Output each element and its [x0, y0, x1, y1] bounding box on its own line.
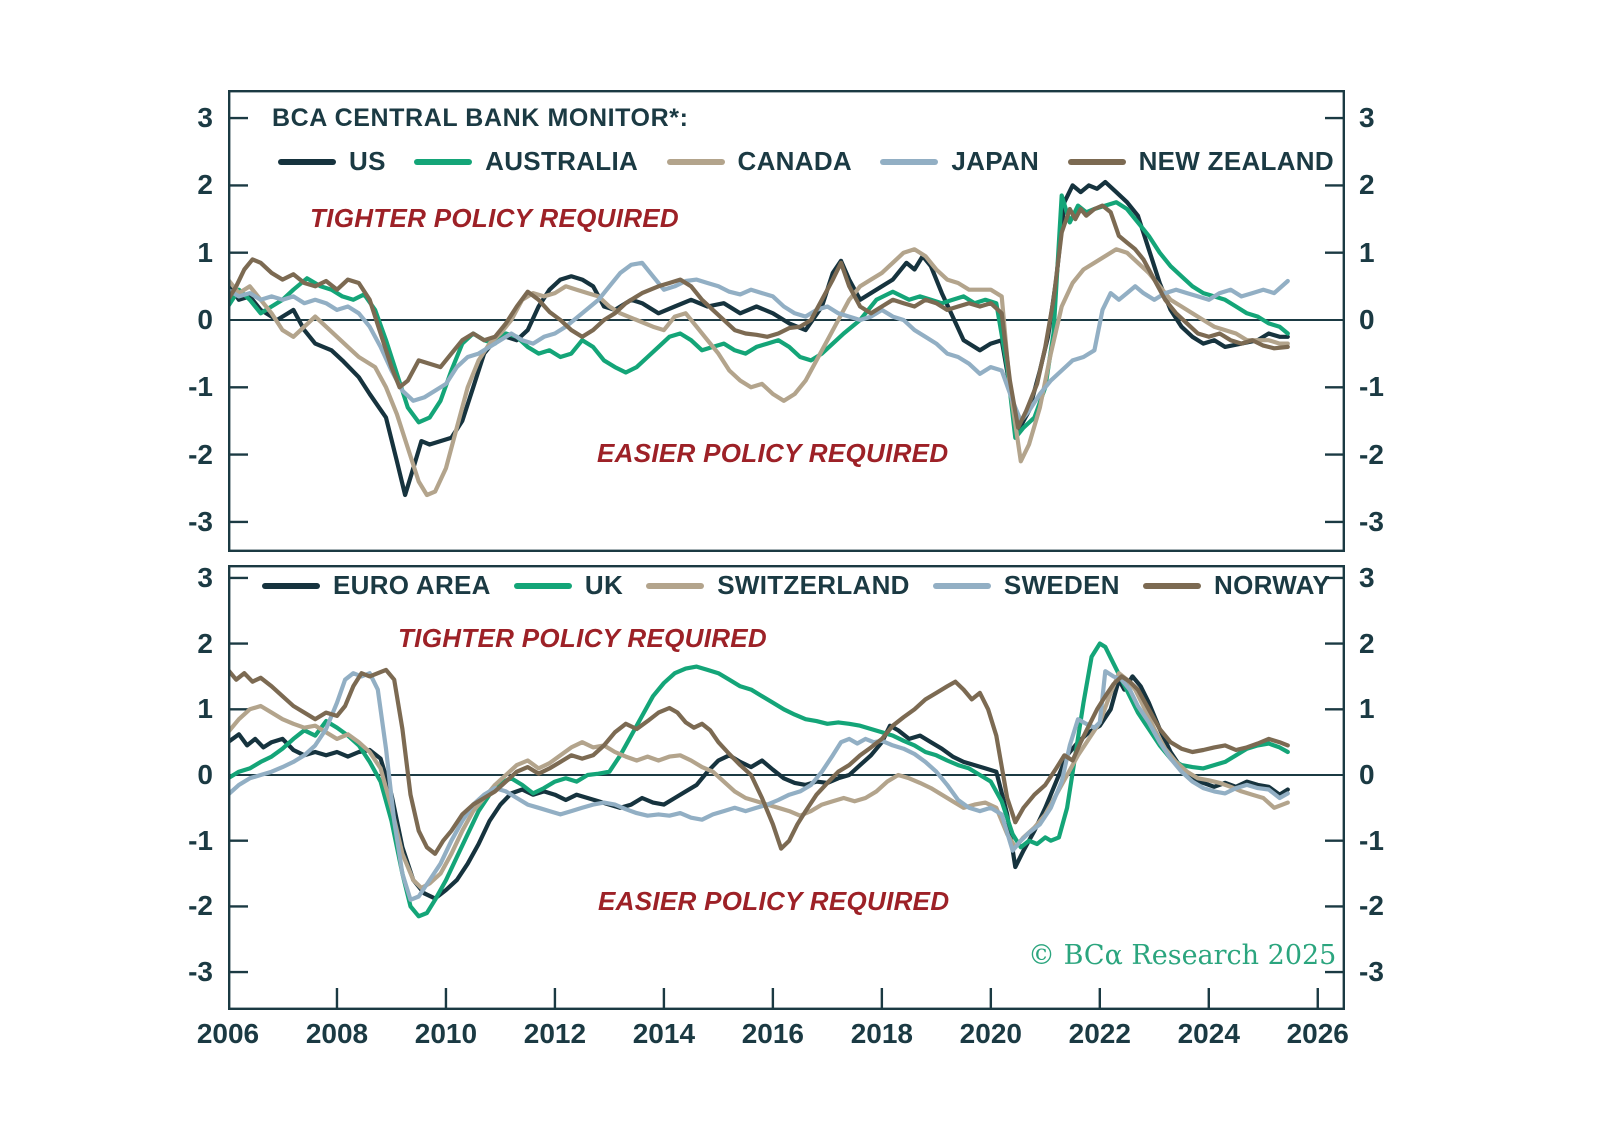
legend-swatch-euro-area	[262, 582, 320, 589]
legend-swatch-canada	[666, 158, 725, 165]
y-axis-label-0: 0	[1359, 304, 1375, 335]
x-axis-label-2006: 2006	[196, 1018, 260, 1049]
panel-border	[228, 565, 1345, 1010]
y-axis-label--3: -3	[188, 505, 213, 537]
legend-swatch-sweden	[932, 582, 991, 589]
y-axis-label-2: 2	[197, 169, 213, 201]
legend-label: EURO AREA	[333, 570, 491, 600]
x-axis-label-2008: 2008	[305, 1018, 369, 1049]
legend-label: SWEDEN	[1003, 570, 1120, 600]
y-axis-label-1: 1	[197, 693, 213, 725]
legend-item-euro-area: EURO AREA	[262, 570, 491, 601]
legend-item-australia: AUSTRALIA	[414, 146, 638, 177]
series-line-new-zealand	[228, 203, 1290, 430]
legend-swatch-new-zealand	[1067, 158, 1126, 165]
legend-item-sweden: SWEDEN	[932, 570, 1120, 601]
x-axis-label-2016: 2016	[741, 1018, 805, 1049]
y-axis-label--1: -1	[188, 371, 213, 403]
legend-label: NORWAY	[1214, 570, 1330, 600]
y-axis-label-2: 2	[1359, 627, 1375, 659]
tighter-policy-annotation-bottom: TIGHTER POLICY REQUIRED	[398, 623, 768, 653]
y-axis-label--1: -1	[188, 824, 213, 856]
legend-label: CANADA	[737, 146, 852, 176]
x-axis-label-2012: 2012	[523, 1018, 587, 1049]
legend-item-switzerland: SWITZERLAND	[646, 570, 910, 601]
y-axis-label--3: -3	[1359, 956, 1384, 988]
x-axis-label-2014: 2014	[632, 1018, 696, 1049]
legend-swatch-us	[278, 158, 336, 165]
legend-label: SWITZERLAND	[717, 570, 910, 600]
series-line-canada	[228, 247, 1290, 498]
series-line-us	[228, 179, 1290, 498]
y-axis-label--3: -3	[188, 956, 213, 988]
top-panel-plot	[228, 90, 1345, 552]
y-axis-label--1: -1	[1359, 824, 1384, 856]
legend-item-us: US	[278, 146, 386, 177]
y-axis-label-1: 1	[197, 236, 213, 268]
legend-swatch-uk	[513, 582, 572, 589]
legend-label: UK	[584, 570, 624, 600]
y-axis-label--2: -2	[1359, 438, 1384, 470]
legend-swatch-norway	[1143, 582, 1202, 589]
y-axis-label-0: 0	[1359, 759, 1375, 790]
bottom-panel-plot	[228, 565, 1345, 1010]
y-axis-label-2: 2	[197, 627, 213, 659]
legend-label: NEW ZEALAND	[1138, 146, 1334, 176]
y-axis-label--2: -2	[188, 890, 213, 922]
legend-item-norway: NORWAY	[1143, 570, 1330, 601]
x-axis-label-2022: 2022	[1068, 1018, 1131, 1049]
chart-title: BCA CENTRAL BANK MONITOR*:	[272, 104, 689, 132]
x-axis-label-2018: 2018	[850, 1018, 913, 1049]
x-axis-label-2010: 2010	[414, 1018, 478, 1049]
y-axis-label--2: -2	[1359, 890, 1384, 922]
copyright-credit: © BCα Research 2025	[1028, 940, 1337, 971]
x-axis-label-2026: 2026	[1286, 1018, 1349, 1049]
series-line-norway	[228, 667, 1290, 856]
x-axis-label-2020: 2020	[959, 1018, 1022, 1049]
y-axis-label-1: 1	[1359, 693, 1375, 725]
y-axis-label-0: 0	[197, 759, 213, 790]
y-axis-label-1: 1	[1359, 236, 1375, 268]
legend-swatch-switzerland	[646, 582, 705, 589]
legend-label: JAPAN	[951, 146, 1040, 176]
y-axis-label--2: -2	[188, 438, 213, 470]
panel-border	[228, 90, 1345, 552]
top-panel-legend: US AUSTRALIA CANADA JAPAN NEW ZEALAND	[278, 146, 1334, 177]
y-axis-label--1: -1	[1359, 371, 1384, 403]
easier-policy-annotation-top: EASIER POLICY REQUIRED	[597, 438, 949, 468]
y-axis-label--3: -3	[1359, 505, 1384, 537]
tighter-policy-annotation-top: TIGHTER POLICY REQUIRED	[310, 203, 680, 233]
y-axis-label-2: 2	[1359, 169, 1375, 201]
legend-item-canada: CANADA	[666, 146, 852, 177]
easier-policy-annotation-bottom: EASIER POLICY REQUIRED	[598, 886, 950, 916]
series-line-uk	[228, 641, 1290, 919]
y-axis-label-0: 0	[197, 304, 213, 335]
legend-label: US	[349, 146, 386, 176]
y-axis-label-3: 3	[197, 561, 213, 593]
legend-item-uk: UK	[513, 570, 624, 601]
y-axis-label-3: 3	[1359, 102, 1375, 134]
bottom-panel-legend: EURO AREA UK SWITZERLAND SWEDEN NORWAY	[262, 570, 1330, 601]
legend-item-japan: JAPAN	[880, 146, 1039, 177]
legend-swatch-japan	[880, 158, 939, 165]
legend-swatch-australia	[414, 158, 473, 165]
y-axis-label-3: 3	[1359, 561, 1375, 593]
x-axis-label-2024: 2024	[1177, 1018, 1240, 1049]
legend-label: AUSTRALIA	[485, 146, 639, 176]
y-axis-label-3: 3	[197, 102, 213, 134]
series-line-sweden	[228, 669, 1290, 902]
legend-item-new-zealand: NEW ZEALAND	[1067, 146, 1334, 177]
series-line-australia	[228, 193, 1290, 440]
series-line-japan	[228, 260, 1290, 423]
